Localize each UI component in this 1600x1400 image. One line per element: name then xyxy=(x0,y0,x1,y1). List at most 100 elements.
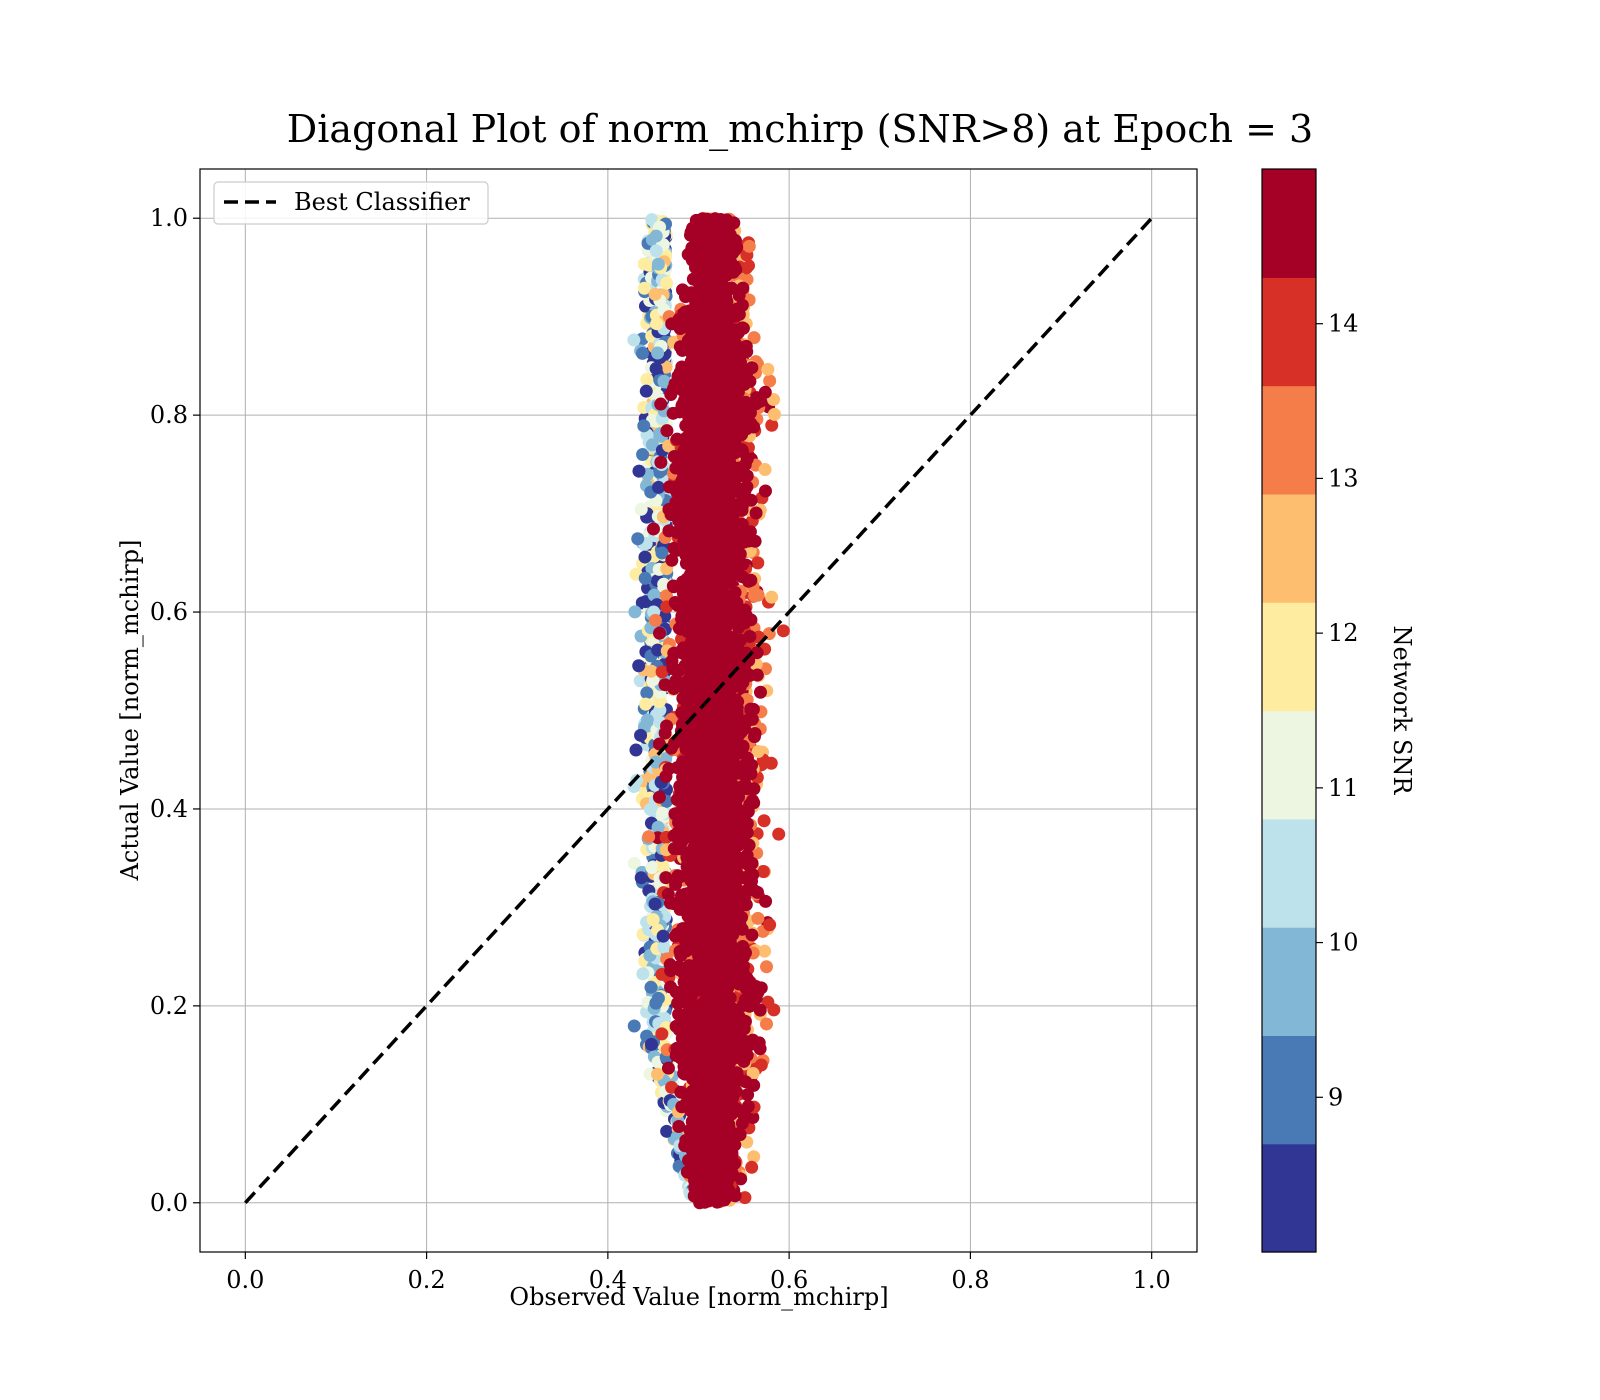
scatter-point xyxy=(669,985,683,999)
scatter-point xyxy=(750,646,764,660)
scatter-point xyxy=(738,1191,752,1205)
scatter-point xyxy=(757,814,771,828)
scatter-point xyxy=(655,806,669,820)
scatter-point xyxy=(648,287,662,301)
scatter-point xyxy=(632,464,646,478)
scatter-point xyxy=(665,654,679,668)
scatter-point xyxy=(651,480,665,494)
scatter-point xyxy=(741,1099,755,1113)
scatter-point xyxy=(664,508,678,522)
scatter-point xyxy=(651,346,665,360)
scatter-point xyxy=(745,928,759,942)
scatter-point xyxy=(674,622,688,636)
scatter-point xyxy=(651,643,665,657)
scatter-point xyxy=(638,571,652,585)
scatter-point xyxy=(640,372,654,386)
scatter-point xyxy=(751,556,765,570)
scatter-point xyxy=(654,397,668,411)
scatter-point xyxy=(660,1124,674,1138)
scatter-point xyxy=(659,871,673,885)
scatter-point xyxy=(767,407,781,421)
scatter-point xyxy=(660,424,674,438)
scatter-point xyxy=(741,1088,755,1102)
scatter-point xyxy=(675,796,689,810)
scatter-point xyxy=(636,967,650,981)
scatter-point xyxy=(640,686,654,700)
scatter-point xyxy=(737,1054,751,1068)
scatter-point xyxy=(649,996,663,1010)
scatter-point xyxy=(743,797,757,811)
scatter-point xyxy=(634,502,648,516)
chart-title: Diagonal Plot of norm_mchirp (SNR>8) at … xyxy=(287,107,1313,152)
scatter-point xyxy=(756,865,770,879)
scatter-point xyxy=(763,374,777,388)
scatter-point xyxy=(637,419,651,433)
scatter-point xyxy=(644,980,658,994)
scatter-point xyxy=(627,333,641,347)
scatter-point xyxy=(735,298,749,312)
scatter-point xyxy=(651,257,665,271)
scatter-point xyxy=(636,448,650,462)
scatter-point xyxy=(731,1127,745,1141)
scatter-point xyxy=(657,374,671,388)
scatter-point xyxy=(659,589,673,603)
scatter-point xyxy=(736,662,750,676)
scatter-point xyxy=(643,802,657,816)
scatter-point xyxy=(672,960,686,974)
scatter-point xyxy=(749,506,763,520)
scatter-point xyxy=(751,745,765,759)
scatter-point xyxy=(742,239,756,253)
scatter-point xyxy=(648,613,662,627)
scatter-point xyxy=(629,743,643,757)
scatter-point xyxy=(667,450,681,464)
scatter-point xyxy=(644,1037,658,1051)
scatter-point xyxy=(675,1100,689,1114)
scatter-point xyxy=(638,550,652,564)
scatter-point xyxy=(646,913,660,927)
scatter-point xyxy=(656,929,670,943)
scatter-point xyxy=(739,395,753,409)
scatter-point xyxy=(739,1043,753,1057)
scatter-point xyxy=(743,629,757,643)
scatter-point xyxy=(657,940,671,954)
scatter-point xyxy=(657,577,671,591)
scatter-point xyxy=(660,276,674,290)
scatter-point xyxy=(759,894,773,908)
scatter-point xyxy=(635,346,649,360)
scatter-point xyxy=(665,553,679,567)
scatter-point xyxy=(776,624,790,638)
scatter-point xyxy=(759,1017,773,1031)
scatter-point xyxy=(649,229,663,243)
scatter-point xyxy=(633,674,647,688)
scatter-point xyxy=(632,659,646,673)
scatter-point xyxy=(655,665,669,679)
scatter-point xyxy=(747,1078,761,1092)
scatter-point xyxy=(765,590,779,604)
scatter-point xyxy=(652,626,666,640)
scatter-point xyxy=(754,1058,768,1072)
scatter-point xyxy=(649,755,663,769)
scatter-point xyxy=(650,317,664,331)
scatter-point xyxy=(648,897,662,911)
scatter-points xyxy=(627,211,790,1210)
scatter-point xyxy=(747,1150,761,1164)
scatter-point xyxy=(637,281,651,295)
scatter-point xyxy=(637,257,651,271)
scatter-point xyxy=(747,730,761,744)
scatter-point xyxy=(751,911,765,925)
scatter-point xyxy=(649,362,663,376)
scatter-point xyxy=(761,362,775,376)
scatter-point xyxy=(649,244,663,258)
scatter-point xyxy=(627,856,641,870)
scatter-point xyxy=(627,1019,641,1033)
scatter-point xyxy=(745,1160,759,1174)
scatter-point xyxy=(763,918,777,932)
scatter-point xyxy=(735,1116,749,1130)
scatter-point xyxy=(628,605,642,619)
scatter-point xyxy=(634,728,648,742)
scatter-point xyxy=(772,827,786,841)
scatter-point xyxy=(746,1066,760,1080)
scatter-point xyxy=(746,702,760,716)
scatter-point xyxy=(640,713,654,727)
scatter-point xyxy=(672,482,686,496)
